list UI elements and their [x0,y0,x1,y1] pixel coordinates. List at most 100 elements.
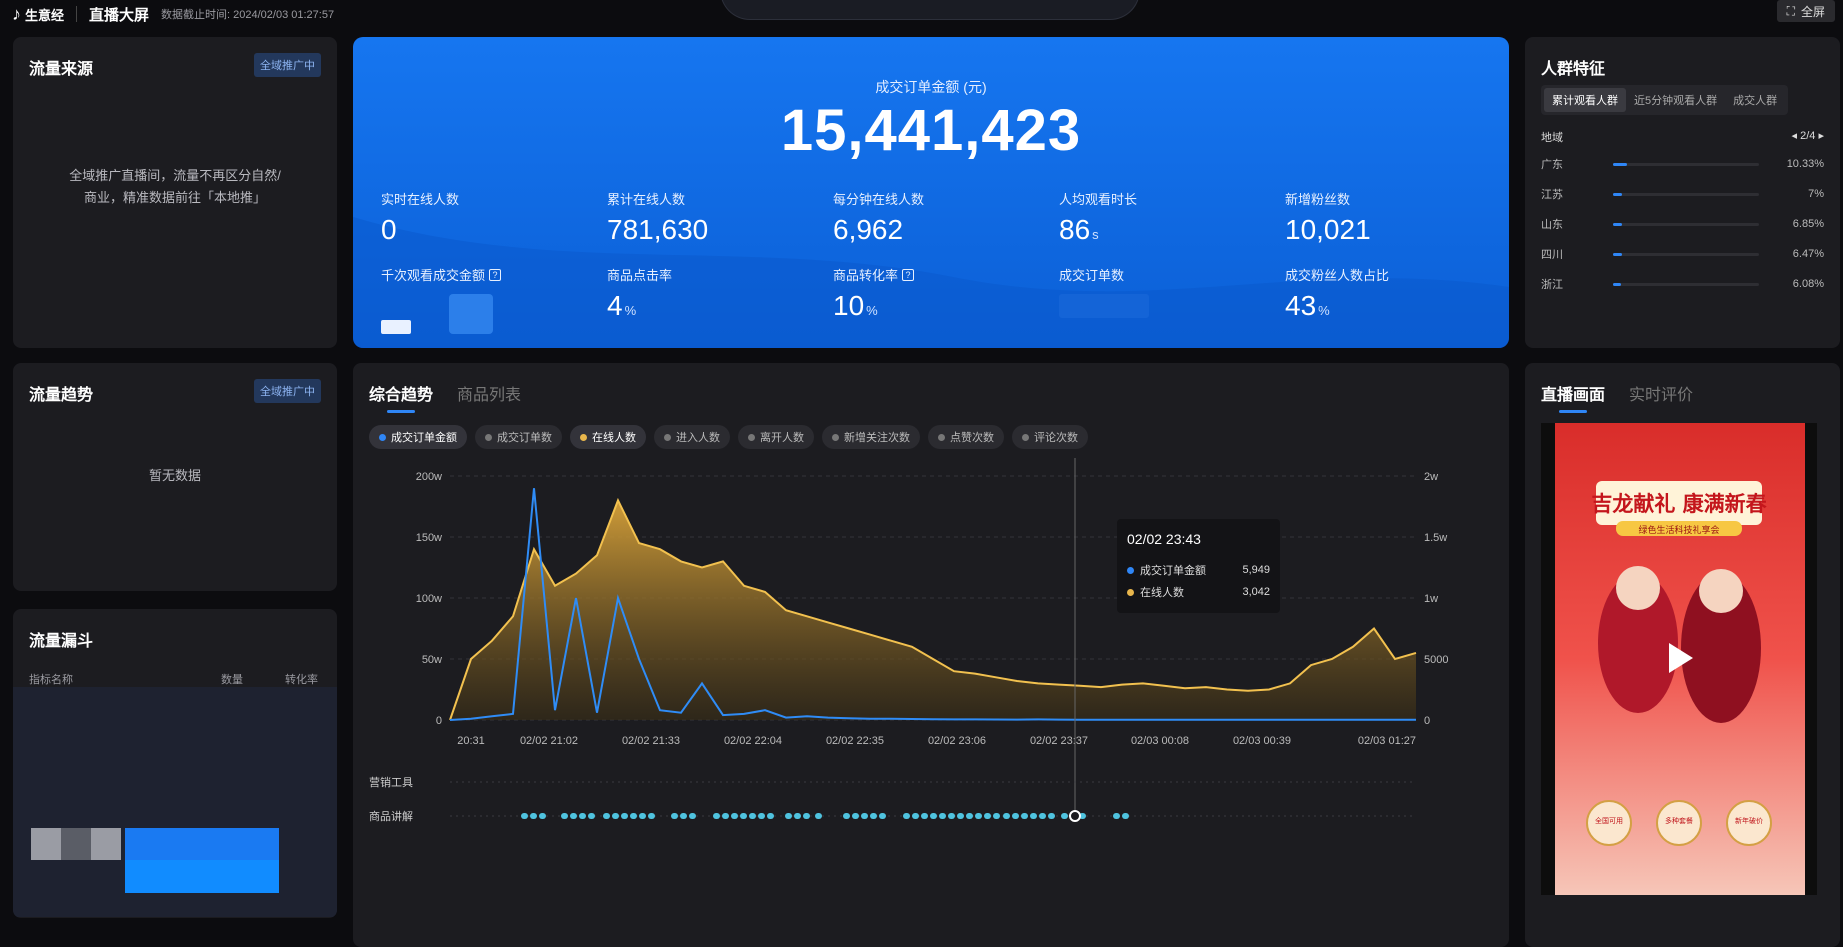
metric-chip[interactable]: 评论次数 [1012,425,1088,449]
timeline-marker [794,813,801,819]
deadline-label: 数据截止时间: 2024/02/03 01:27:57 [161,9,335,21]
gmv-label: 成交订单金额 (元) [875,79,987,95]
help-icon[interactable]: ? [489,268,502,281]
timeline-row-label: 营销工具 [369,775,413,789]
timeline-marker [984,813,991,819]
poster-circle [1656,800,1702,846]
tab-overall-trend[interactable]: 综合趋势 [369,381,433,413]
funnel-panel: 流量漏斗 指标名称 数量 转化率 [13,609,337,918]
trend-tabs: 综合趋势 商品列表 [369,381,521,413]
tab-product-list[interactable]: 商品列表 [457,387,522,404]
timeline-marker [852,813,859,819]
timeline-marker [612,813,619,819]
tab-realtime-comments[interactable]: 实时评价 [1629,387,1694,404]
timeline-marker [621,813,628,819]
timeline-marker [957,813,964,819]
metric-chip[interactable]: 点赞次数 [928,425,1004,449]
timeline-marker [975,813,982,819]
timeline-marker [689,813,696,819]
timeline-marker [930,813,937,819]
timeline-marker [1012,813,1019,819]
y-left-tick: 150w [416,532,442,544]
timeline-marker [671,813,678,819]
region-name: 四川 [1541,249,1563,261]
timeline-marker [903,813,910,819]
funnel-col-count: 数量 [221,674,243,686]
audience-tabs: 累计观看人群 近5分钟观看人群 成交人群 [1541,85,1789,115]
region-bar [1613,222,1759,226]
region-pager[interactable]: ◂ 2/4 ▸ [1791,130,1824,142]
chip-dot-icon [832,433,839,441]
region-bar [1613,162,1759,166]
kpi-online-now: 实时在线人数 0 [381,192,460,245]
tab-cumulative[interactable]: 累计观看人群 [1544,88,1626,112]
chip-label: 评论次数 [1034,432,1078,444]
poster-circle-label-1: 多种套餐 [1665,818,1693,825]
x-tick: 20:31 [457,735,485,747]
chip-label: 点赞次数 [950,432,994,444]
x-tick: 02/02 21:02 [520,735,578,747]
timeline-active-marker [1069,810,1081,822]
timeline-marker [843,813,850,819]
metric-chip[interactable]: 成交订单金额 [369,425,467,449]
timeline-marker [648,813,655,819]
region-bar-fill [1613,282,1622,286]
timeline-marker [680,813,687,819]
chip-dot-icon [580,433,587,441]
timeline-marker [1113,813,1120,819]
chip-dot-icon [379,433,386,441]
traffic-source-panel: 流量来源 全域推广中 全域推广直播间，流量不再区分自然/ 商业，精准数据前往「本… [13,37,337,348]
kpi-gpm: 千次观看成交金额? [381,265,581,334]
live-video[interactable]: 吉龙献礼 康满新春 绿色生活科技礼享会 全国可用 多种套餐 新年破价 [1541,423,1817,895]
kpi-online-per-minute: 每分钟在线人数 6,962 [833,192,925,245]
timeline-marker [1021,813,1028,819]
y-left-tick: 100w [416,593,442,605]
metric-chip[interactable]: 新增关注次数 [822,425,920,449]
chip-label: 在线人数 [592,432,636,444]
top-center-widget[interactable] [720,0,1140,20]
tab-buyers[interactable]: 成交人群 [1733,95,1778,107]
tab-live-view[interactable]: 直播画面 [1541,381,1605,413]
timeline-marker [767,813,774,819]
fullscreen-button[interactable]: ⛶ 全屏 [1776,0,1835,22]
audience-panel: 人群特征 累计观看人群 近5分钟观看人群 成交人群 地域 ◂ 2/4 ▸ 广东 1… [1525,37,1840,348]
timeline-marker [570,813,577,819]
audience-title: 人群特征 [1541,61,1606,78]
region-pct: 10.33% [1786,158,1824,170]
timeline-marker [1061,813,1068,819]
region-bar-fill [1613,222,1623,226]
timeline-marker [740,813,747,819]
help-icon[interactable]: ? [902,268,915,281]
timeline-marker [1003,813,1010,819]
y-right-tick: 0 [1424,715,1430,727]
metric-chip[interactable]: 成交订单数 [475,425,562,449]
y-left-tick: 50w [422,654,442,666]
kpi-order-count-blurred [1059,294,1149,318]
metric-chip[interactable]: 在线人数 [570,425,646,449]
x-tick: 02/02 21:33 [622,735,680,747]
kpi-background-wave [353,217,1509,348]
kpi-fan-order-ratio: 成交粉丝人数占比 43% [1285,268,1390,321]
timeline-marker [749,813,756,819]
timeline-marker [561,813,568,819]
poster-circle-label-2: 新年破价 [1735,818,1763,825]
chip-label: 成交订单金额 [391,432,457,444]
chip-dot-icon [938,433,945,441]
metric-chips: 成交订单金额 成交订单数 在线人数 进入人数 离开人数 新增关注次数 点赞次数 评论次数 [369,425,1088,449]
douyin-logo-icon: ♪ [12,4,21,24]
gmv-value: 15,441,423 [780,98,1082,163]
trend-panel: 综合趋势 商品列表 成交订单金额 成交订单数 在线人数 进入人数 离开人数 新增关注次数 点… [353,363,1509,947]
timeline-marker [1039,813,1046,819]
metric-chip[interactable]: 进入人数 [654,425,730,449]
tooltip-row-gmv: 成交订单金额 5,949 [1127,559,1270,581]
chip-label: 进入人数 [676,432,720,444]
x-tick: 02/02 23:37 [1030,735,1088,747]
chip-dot-icon [485,433,492,441]
x-tick: 02/03 00:39 [1233,735,1291,747]
chip-dot-icon [664,433,671,441]
kpi-avg-watch-time: 人均观看时长 86 s [1059,192,1138,245]
metric-chip[interactable]: 离开人数 [738,425,814,449]
chip-dot-icon [748,433,755,441]
tab-last-5min[interactable]: 近5分钟观看人群 [1634,95,1718,107]
timeline-marker [758,813,765,819]
